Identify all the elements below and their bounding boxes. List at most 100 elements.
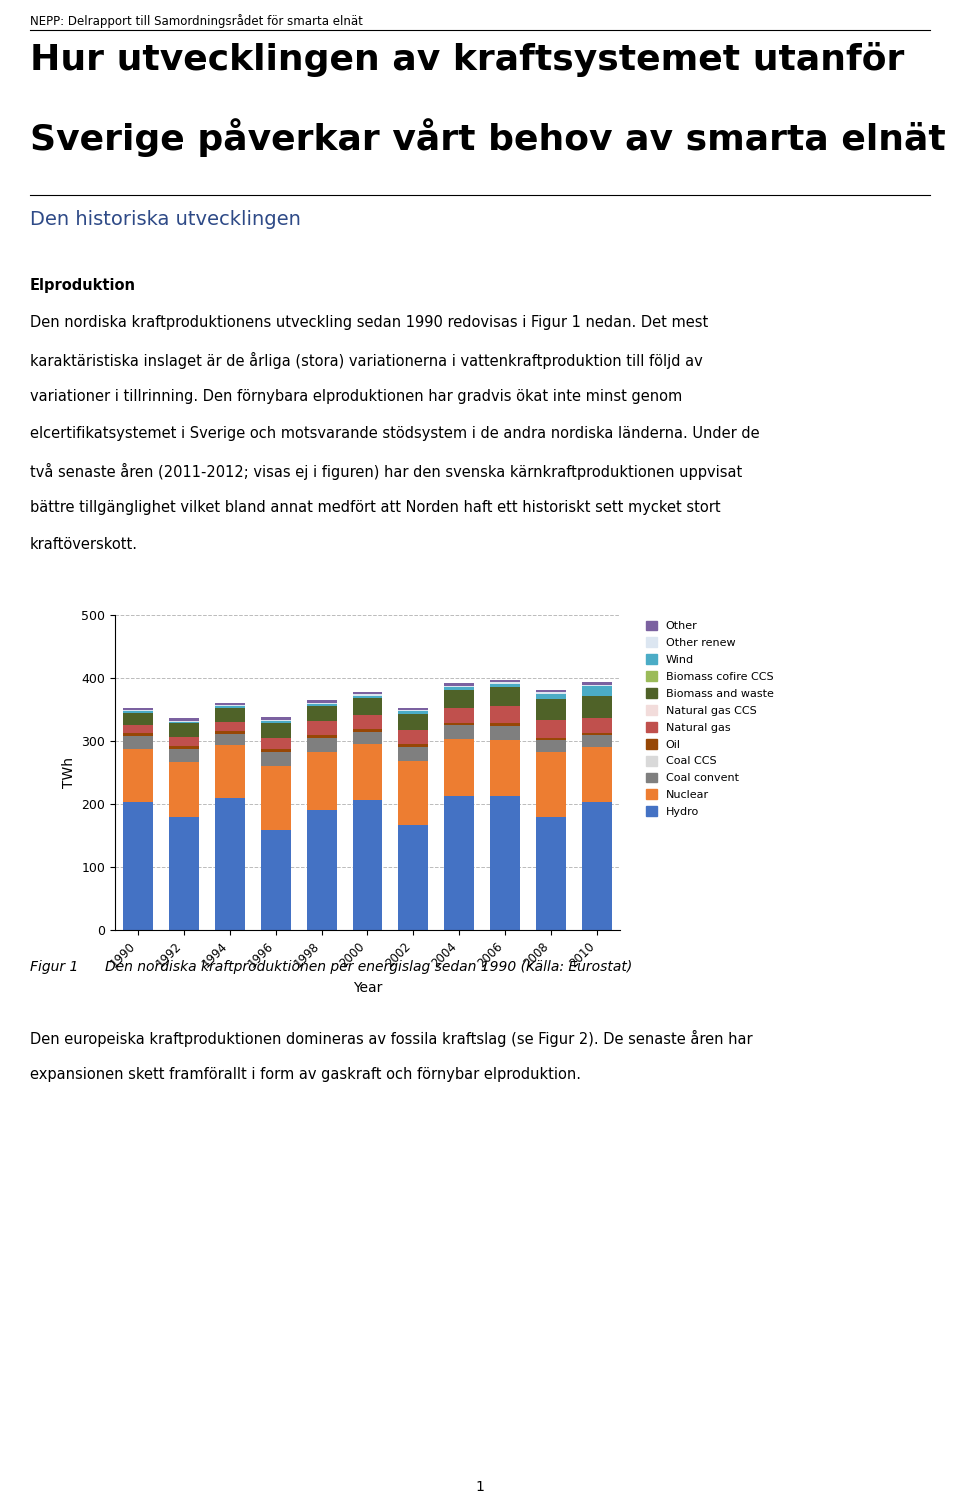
Text: elcertifikatsystemet i Sverige och motsvarande stödsystem i de andra nordiska lä: elcertifikatsystemet i Sverige och motsv… — [30, 425, 759, 440]
Bar — [123, 725, 153, 733]
Bar — [491, 706, 520, 724]
Text: 1: 1 — [475, 1479, 485, 1494]
Bar — [491, 796, 520, 930]
Bar — [491, 688, 520, 706]
Text: Elproduktion: Elproduktion — [30, 277, 136, 293]
Text: karaktäristiska inslaget är de årliga (stora) variationerna i vattenkraftprodukt: karaktäristiska inslaget är de årliga (s… — [30, 351, 703, 369]
Bar — [215, 706, 245, 709]
Bar — [123, 802, 153, 930]
Text: NEPP: Delrapport till Samordningsrådet för smarta elnät: NEPP: Delrapport till Samordningsrådet f… — [30, 14, 363, 29]
Bar — [491, 740, 520, 796]
Bar — [444, 722, 474, 725]
Text: Figur 1: Figur 1 — [30, 961, 79, 974]
Text: Sverige påverkar vårt behov av smarta elnät: Sverige påverkar vårt behov av smarta el… — [30, 118, 946, 157]
Bar — [491, 683, 520, 688]
Bar — [398, 713, 428, 730]
Bar — [123, 707, 153, 710]
Bar — [215, 722, 245, 731]
Bar — [352, 698, 382, 715]
Bar — [537, 740, 566, 751]
Bar — [123, 713, 153, 725]
Bar — [306, 737, 337, 751]
Bar — [215, 709, 245, 722]
Bar — [352, 728, 382, 731]
Bar — [398, 746, 428, 760]
Bar — [398, 825, 428, 930]
Text: bättre tillgänglighet vilket bland annat medfört att Norden haft ett historiskt : bättre tillgänglighet vilket bland annat… — [30, 501, 721, 516]
Bar — [444, 686, 474, 691]
Text: Den nordiska kraftproduktionens utveckling sedan 1990 redovisas i Figur 1 nedan.: Den nordiska kraftproduktionens utveckli… — [30, 315, 708, 330]
Bar — [352, 695, 382, 698]
Y-axis label: TWh: TWh — [61, 757, 76, 789]
Bar — [352, 743, 382, 799]
Bar — [261, 718, 291, 719]
Bar — [444, 725, 474, 739]
Bar — [352, 731, 382, 743]
Text: Den europeiska kraftproduktionen domineras av fossila kraftslag (se Figur 2). De: Den europeiska kraftproduktionen dominer… — [30, 1030, 753, 1047]
Bar — [537, 721, 566, 737]
Bar — [261, 766, 291, 831]
Bar — [123, 748, 153, 802]
Bar — [306, 810, 337, 930]
Bar — [169, 718, 199, 721]
Bar — [582, 802, 612, 930]
Bar — [582, 746, 612, 802]
Bar — [215, 745, 245, 798]
Bar — [582, 683, 612, 685]
Bar — [537, 751, 566, 817]
Text: variationer i tillrinning. Den förnybara elproduktionen har gradvis ökat inte mi: variationer i tillrinning. Den förnybara… — [30, 389, 683, 404]
Bar — [261, 749, 291, 751]
Bar — [306, 706, 337, 721]
Bar — [261, 721, 291, 722]
Text: expansionen skett framförallt i form av gaskraft och förnybar elproduktion.: expansionen skett framförallt i form av … — [30, 1068, 581, 1083]
Text: två senaste åren (2011-2012; visas ej i figuren) har den svenska kärnkraftproduk: två senaste åren (2011-2012; visas ej i … — [30, 463, 742, 480]
Bar — [215, 734, 245, 745]
Bar — [444, 739, 474, 796]
Bar — [537, 700, 566, 721]
Bar — [169, 817, 199, 930]
Text: Den historiska utvecklingen: Den historiska utvecklingen — [30, 210, 300, 229]
Bar — [491, 680, 520, 683]
Bar — [398, 743, 428, 746]
Bar — [169, 737, 199, 746]
Bar — [215, 798, 245, 930]
Bar — [306, 721, 337, 736]
Bar — [582, 733, 612, 736]
X-axis label: Year: Year — [353, 982, 382, 995]
Bar — [306, 704, 337, 706]
Bar — [398, 760, 428, 825]
Bar — [537, 694, 566, 700]
Text: Hur utvecklingen av kraftsystemet utanför: Hur utvecklingen av kraftsystemet utanfö… — [30, 42, 904, 77]
Text: kraftöverskott.: kraftöverskott. — [30, 537, 138, 552]
Text: Den nordiska kraftproduktionen per energislag sedan 1990 (Källa: Eurostat): Den nordiska kraftproduktionen per energ… — [105, 961, 633, 974]
Bar — [352, 799, 382, 930]
Bar — [261, 831, 291, 930]
Bar — [306, 751, 337, 810]
Bar — [306, 736, 337, 737]
Bar — [261, 751, 291, 766]
Bar — [537, 737, 566, 740]
Bar — [582, 718, 612, 733]
Bar — [582, 697, 612, 718]
Bar — [491, 724, 520, 725]
Bar — [306, 700, 337, 703]
Bar — [537, 691, 566, 692]
Bar — [582, 686, 612, 697]
Bar — [215, 731, 245, 734]
Bar — [444, 796, 474, 930]
Bar — [352, 715, 382, 728]
Bar — [169, 749, 199, 762]
Bar — [169, 762, 199, 817]
Bar — [169, 724, 199, 737]
Legend: Other, Other renew, Wind, Biomass cofire CCS, Biomass and waste, Natural gas CCS: Other, Other renew, Wind, Biomass cofire… — [646, 621, 774, 817]
Bar — [398, 707, 428, 710]
Bar — [261, 722, 291, 737]
Bar — [261, 737, 291, 749]
Bar — [582, 736, 612, 746]
Bar — [537, 817, 566, 930]
Bar — [444, 707, 474, 722]
Bar — [444, 683, 474, 686]
Bar — [123, 736, 153, 748]
Bar — [352, 692, 382, 694]
Bar — [398, 712, 428, 713]
